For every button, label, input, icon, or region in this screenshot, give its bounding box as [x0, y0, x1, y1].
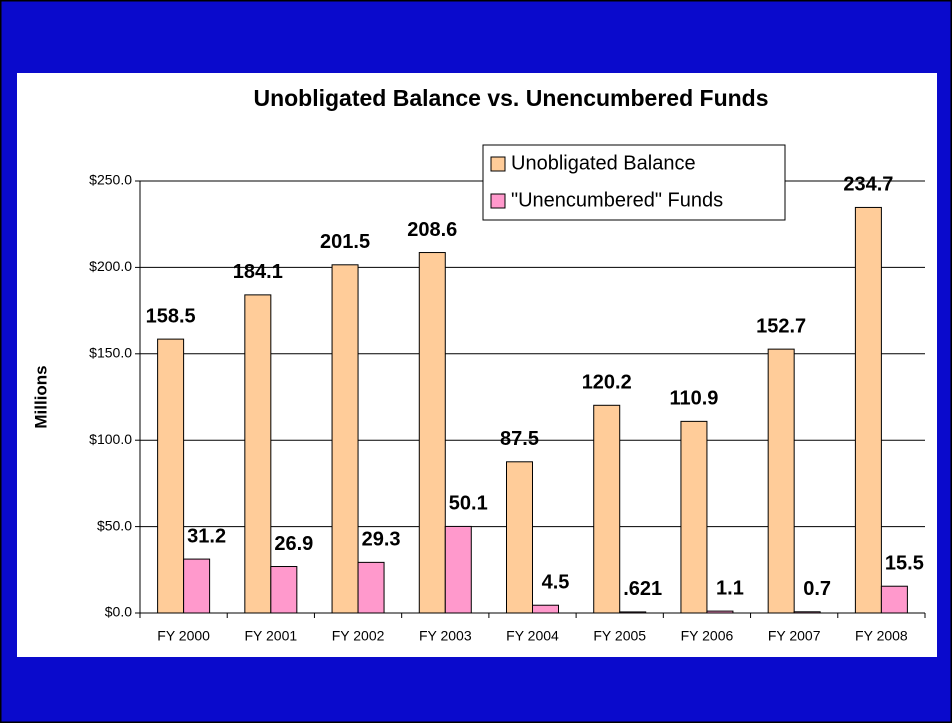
chart-title: Unobligated Balance vs. Unencumbered Fun… [253, 85, 768, 111]
data-label: 87.5 [500, 428, 539, 450]
x-tick-label: FY 2006 [681, 628, 734, 644]
data-label: 158.5 [146, 305, 196, 327]
bar [793, 611, 821, 614]
bar [593, 404, 621, 614]
legend-label: "Unencumbered" Funds [511, 189, 723, 211]
bar [183, 558, 211, 614]
data-label: 15.5 [885, 552, 924, 574]
bar [357, 561, 385, 614]
x-tick-label: FY 2003 [419, 628, 472, 644]
data-label: 31.2 [187, 525, 226, 547]
legend-label: Unobligated Balance [511, 152, 696, 174]
bar [418, 252, 446, 614]
data-label: 110.9 [669, 388, 718, 410]
legend-box [482, 144, 786, 221]
bar [157, 338, 185, 614]
bar [767, 348, 795, 614]
legend-swatch [490, 193, 506, 209]
bar [444, 525, 472, 614]
bar [854, 206, 882, 614]
bar [244, 294, 272, 614]
bar [331, 264, 359, 614]
bar [270, 566, 298, 614]
x-tick-label: FY 2001 [244, 628, 297, 644]
data-label: 184.1 [233, 261, 283, 283]
data-label: 1.1 [716, 577, 744, 599]
y-tick-label: $250.0 [89, 172, 132, 188]
data-label: 4.5 [542, 572, 570, 594]
x-tick-label: FY 2005 [593, 628, 646, 644]
data-label: 201.5 [320, 231, 370, 253]
bar [880, 585, 908, 614]
y-tick-label: $150.0 [89, 345, 132, 361]
bar [680, 420, 708, 614]
x-tick-label: FY 2002 [332, 628, 385, 644]
bar [619, 611, 647, 614]
chart-area [17, 73, 937, 657]
data-label: 0.7 [803, 578, 831, 600]
data-label: 208.6 [407, 219, 457, 241]
y-tick-label: $50.0 [97, 517, 132, 533]
bar [706, 610, 734, 614]
data-label: .621 [623, 578, 662, 600]
x-tick-label: FY 2008 [855, 628, 908, 644]
x-tick-label: FY 2004 [506, 628, 559, 644]
y-tick-label: $0.0 [105, 604, 132, 620]
bar [532, 604, 559, 614]
y-tick-label: $100.0 [89, 431, 132, 447]
bar [506, 461, 533, 614]
data-label: 29.3 [362, 529, 401, 551]
data-label: 152.7 [756, 315, 806, 337]
legend-swatch [490, 156, 506, 172]
data-label: 50.1 [449, 493, 488, 515]
x-tick-label: FY 2000 [157, 628, 210, 644]
x-tick-label: FY 2007 [768, 628, 821, 644]
data-label: 26.9 [274, 533, 313, 555]
data-label: 120.2 [582, 372, 632, 394]
y-axis-label: Millions [31, 365, 50, 428]
y-tick-label: $200.0 [89, 258, 132, 274]
data-label: 234.7 [843, 174, 893, 196]
